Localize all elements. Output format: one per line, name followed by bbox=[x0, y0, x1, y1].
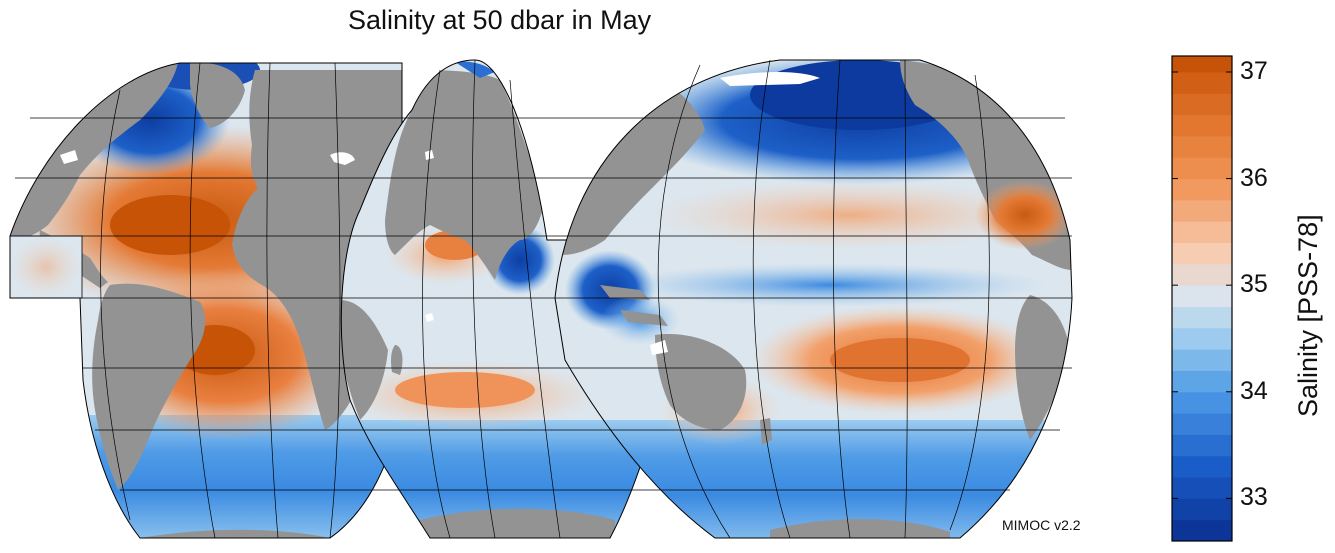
source-label: MIMOC v2.2 bbox=[1002, 517, 1081, 533]
graticule bbox=[10, 59, 1072, 539]
colorbar-tick-label: 34 bbox=[1240, 376, 1268, 405]
map-title: Salinity at 50 dbar in May bbox=[348, 5, 652, 35]
colorbar-tick-label: 36 bbox=[1240, 163, 1268, 192]
colorbar-tick-label: 35 bbox=[1240, 270, 1268, 299]
colorbar-tick-label: 33 bbox=[1240, 483, 1268, 512]
colorbar-label: Salinity [PSS-78] bbox=[1293, 214, 1323, 417]
atlantic-lobe bbox=[9, 62, 403, 539]
colorbar-tick-label: 37 bbox=[1240, 56, 1268, 85]
